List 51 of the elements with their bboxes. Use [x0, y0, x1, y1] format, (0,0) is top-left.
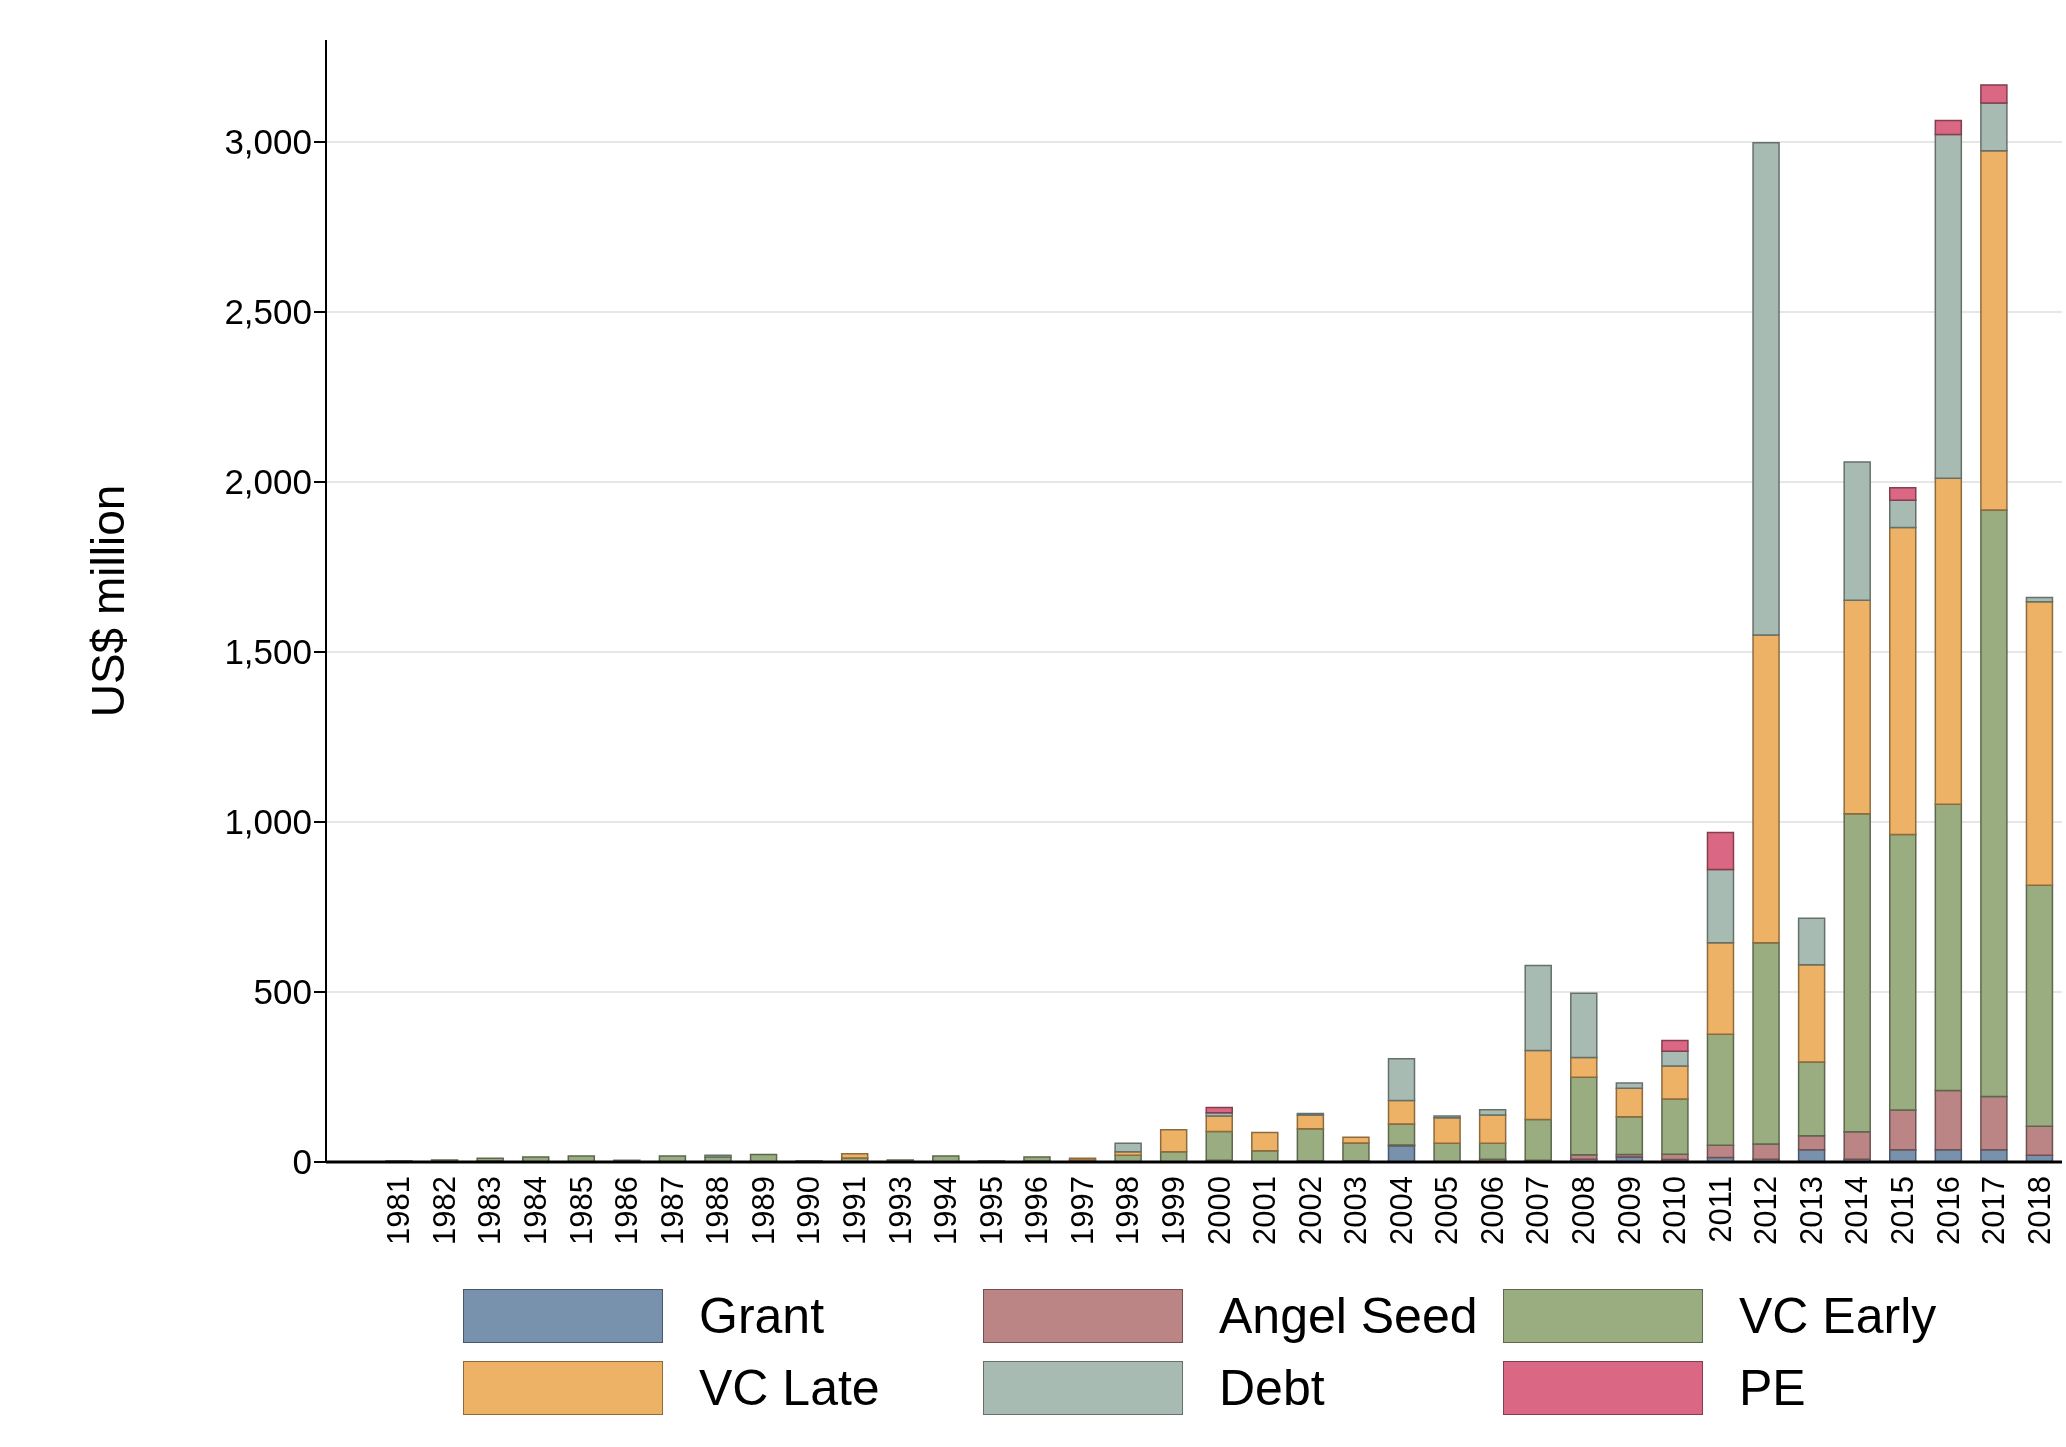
x-tick-label: 1987: [654, 1176, 690, 1245]
x-tick-label: 1989: [745, 1176, 781, 1245]
x-tick-label: 1985: [563, 1176, 599, 1245]
x-tick-label: 1998: [1110, 1176, 1146, 1245]
x-tick-label: 2000: [1201, 1176, 1237, 1245]
x-tick-label: 2002: [1292, 1176, 1328, 1245]
x-tick-label: 1988: [700, 1176, 736, 1245]
legend-label: Grant: [699, 1287, 825, 1345]
x-tick-label: 2004: [1383, 1176, 1419, 1245]
y-tick-label: 2,500: [224, 292, 312, 332]
x-tick-label: 2010: [1657, 1176, 1693, 1245]
x-tick-label: 1993: [882, 1176, 918, 1245]
x-tick-label: 1984: [517, 1176, 553, 1245]
x-tick-label: 2005: [1429, 1176, 1465, 1245]
x-tick-label: 1982: [426, 1176, 462, 1245]
x-tick-label: 2003: [1338, 1176, 1374, 1245]
y-tick-label: 1,500: [224, 632, 312, 672]
x-tick-label: 2012: [1748, 1176, 1784, 1245]
x-tick-label: 2013: [1793, 1176, 1829, 1245]
x-tick-label: 1990: [791, 1176, 827, 1245]
y-tick-label: 2,000: [224, 462, 312, 502]
x-tick-label: 2014: [1839, 1176, 1875, 1245]
x-tick-label: 2018: [2021, 1176, 2057, 1245]
y-tick-label: 1,000: [224, 802, 312, 842]
y-tick-label: 3,000: [224, 122, 312, 162]
y-tick-label: 0: [292, 1142, 312, 1182]
legend-label: Angel Seed: [1219, 1287, 1478, 1345]
x-tick-label: 2011: [1702, 1176, 1738, 1243]
x-tick-label: 1997: [1064, 1176, 1100, 1245]
x-tick-label: 1994: [928, 1176, 964, 1245]
legend-label: VC Late: [699, 1359, 880, 1417]
x-tick-label: 1983: [472, 1176, 508, 1245]
y-axis-title: US$ million: [82, 484, 135, 718]
x-tick-label: 1991: [836, 1176, 872, 1245]
x-tick-label: 1981: [381, 1176, 417, 1245]
x-tick-label: 2017: [1976, 1176, 2012, 1245]
legend-label: Debt: [1219, 1359, 1325, 1417]
x-tick-label: 1995: [973, 1176, 1009, 1245]
legend-label: PE: [1739, 1359, 1806, 1417]
x-tick-label: 2009: [1611, 1176, 1647, 1245]
x-tick-label: 2007: [1520, 1176, 1556, 1245]
x-tick-label: 2008: [1566, 1176, 1602, 1245]
x-tick-label: 2015: [1885, 1176, 1921, 1245]
x-tick-label: 1986: [609, 1176, 645, 1245]
x-tick-label: 1999: [1155, 1176, 1191, 1245]
x-tick-label: 2006: [1474, 1176, 1510, 1245]
x-tick-label: 2001: [1247, 1176, 1283, 1245]
y-tick-label: 500: [253, 972, 312, 1012]
x-tick-label: 1996: [1019, 1176, 1055, 1245]
x-tick-label: 2016: [1930, 1176, 1966, 1245]
legend-label: VC Early: [1739, 1287, 1937, 1345]
